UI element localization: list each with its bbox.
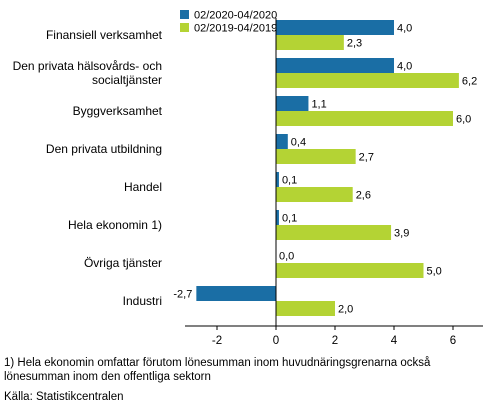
x-tick-label: 0 [273,335,279,347]
legend-label-1: 02/2020-04/2020 [194,10,277,22]
data-label: -2,7 [173,289,192,301]
bar-s2-2 [276,111,453,126]
bar-s1-3 [276,134,288,149]
legend-swatch-1 [180,10,189,19]
category-label: Handel [124,180,162,194]
category-label: Den privata hälsovårds- och [13,59,162,73]
category-label: Finansiell verksamhet [46,28,163,42]
data-label: 0,4 [291,137,306,149]
data-label: 4,0 [397,61,412,73]
x-axis: -20246Årsförändring, % [185,18,483,347]
data-label: 0,1 [282,213,297,225]
bar-s1-0 [276,20,394,35]
category-label: Den privata utbildning [46,142,162,156]
bar-s2-5 [276,225,392,240]
bar-s2-0 [276,35,344,50]
bar-s1-1 [276,58,394,73]
data-label: 3,9 [394,228,409,240]
data-label: 1,1 [311,99,326,111]
data-label: 0,0 [279,251,294,263]
x-tick-label: -2 [212,335,222,347]
data-label: 6,2 [462,76,477,88]
bar-s2-4 [276,187,353,202]
bar-s2-6 [276,263,424,278]
bar-s2-3 [276,149,356,164]
footnote: 1) Hela ekonomin omfattar förutom lönesu… [4,357,431,383]
data-label: 5,0 [427,266,442,278]
source-note: Källa: Statistikcentralen [4,391,124,403]
legend-label-2: 02/2019-04/2019 [194,23,277,35]
legend-swatch-2 [180,23,189,32]
data-label: 6,0 [456,114,471,126]
data-label: 2,6 [356,190,371,202]
category-label: Byggverksamhet [73,104,163,118]
data-label: 2,0 [338,304,353,316]
category-label: Hela ekonomin 1) [68,218,162,232]
x-tick-label: 2 [332,335,338,347]
bar-s1-4 [276,172,279,187]
bar-s1-2 [276,96,309,111]
x-tick-label: 4 [391,335,398,347]
category-label: Övriga tjänster [84,256,162,270]
data-label: 0,1 [282,175,297,187]
bar-s2-7 [276,301,335,316]
x-tick-label: 6 [450,335,456,347]
category-label: socialtjänster [92,73,162,87]
category-labels: Finansiell verksamhet Den privata hälsovå… [13,28,163,308]
data-label: 2,3 [347,38,362,50]
data-label: 4,0 [397,23,412,35]
category-label: Industri [123,294,162,308]
bar-s1-7 [196,286,276,301]
bar-s1-5 [276,210,279,225]
bars-group: 4,0 2,3 4,0 6,2 1,1 6,0 0,4 2,7 0,1 2,6 0,1 3,9 0,0 5… [173,20,477,316]
bar-s2-1 [276,73,459,88]
data-label: 2,7 [359,152,374,164]
